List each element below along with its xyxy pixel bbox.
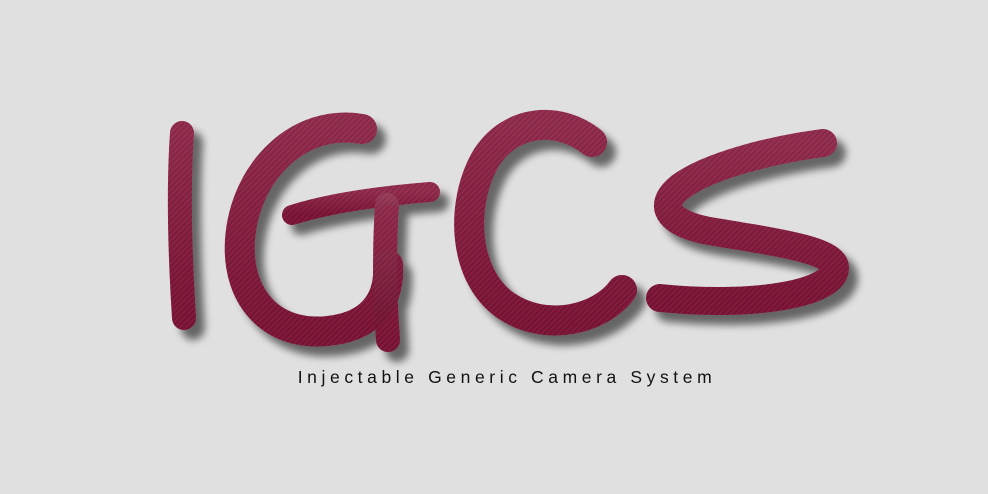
logo-tagline: Injectable Generic Camera System — [297, 367, 717, 387]
